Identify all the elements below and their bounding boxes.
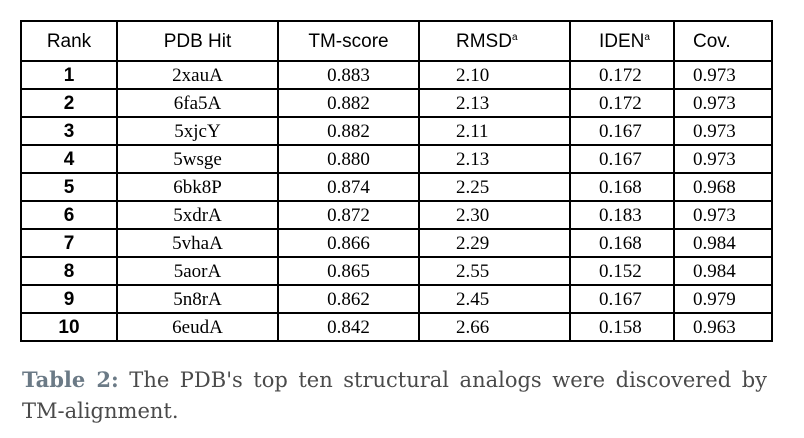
cell-pdb-hit: 5n8rA <box>116 284 279 314</box>
cell-iden: 0.168 <box>569 172 675 202</box>
cell-cov: 0.973 <box>673 88 773 118</box>
table-body: 1 2xauA 0.883 2.10 0.172 0.973 2 6fa5A 0.882 2.13… <box>20 60 773 342</box>
cell-tm-score: 0.842 <box>277 312 420 342</box>
cell-rank: 10 <box>20 312 118 342</box>
cell-rmsd: 2.29 <box>418 228 571 258</box>
table-header: Rank PDB Hit TM-score RMSDa IDENa Cov. <box>20 20 773 62</box>
cell-tm-score: 0.882 <box>277 88 420 118</box>
cell-rmsd: 2.30 <box>418 200 571 230</box>
cell-iden: 0.172 <box>569 60 675 90</box>
cell-rmsd: 2.10 <box>418 60 571 90</box>
cell-rmsd: 2.13 <box>418 144 571 174</box>
cell-cov: 0.973 <box>673 60 773 90</box>
caption-label: Table 2: <box>22 367 119 392</box>
table-row: 7 5vhaA 0.866 2.29 0.168 0.984 <box>20 228 773 258</box>
table-row: 10 6eudA 0.842 2.66 0.158 0.963 <box>20 312 773 342</box>
cell-tm-score: 0.882 <box>277 116 420 146</box>
cell-pdb-hit: 6bk8P <box>116 172 279 202</box>
cell-cov: 0.984 <box>673 228 773 258</box>
cell-cov: 0.968 <box>673 172 773 202</box>
cell-iden: 0.167 <box>569 116 675 146</box>
cell-rmsd: 2.45 <box>418 284 571 314</box>
header-tm-score: TM-score <box>277 20 420 62</box>
cell-tm-score: 0.880 <box>277 144 420 174</box>
cell-pdb-hit: 2xauA <box>116 60 279 90</box>
cell-rmsd: 2.11 <box>418 116 571 146</box>
cell-tm-score: 0.865 <box>277 256 420 286</box>
table-caption: Table 2: The PDB's top ten structural an… <box>22 364 767 427</box>
cell-iden: 0.168 <box>569 228 675 258</box>
cell-cov: 0.984 <box>673 256 773 286</box>
cell-tm-score: 0.862 <box>277 284 420 314</box>
cell-tm-score: 0.872 <box>277 200 420 230</box>
header-iden-label: IDEN <box>599 30 645 52</box>
cell-rank: 2 <box>20 88 118 118</box>
cell-iden: 0.167 <box>569 144 675 174</box>
cell-pdb-hit: 5xdrA <box>116 200 279 230</box>
cell-pdb-hit: 6fa5A <box>116 88 279 118</box>
table-row: 9 5n8rA 0.862 2.45 0.167 0.979 <box>20 284 773 314</box>
cell-cov: 0.973 <box>673 200 773 230</box>
cell-iden: 0.167 <box>569 284 675 314</box>
cell-rmsd: 2.55 <box>418 256 571 286</box>
cell-iden: 0.152 <box>569 256 675 286</box>
cell-pdb-hit: 5aorA <box>116 256 279 286</box>
cell-rank: 5 <box>20 172 118 202</box>
cell-rank: 8 <box>20 256 118 286</box>
cell-rank: 7 <box>20 228 118 258</box>
cell-cov: 0.973 <box>673 116 773 146</box>
cell-rank: 1 <box>20 60 118 90</box>
header-cov: Cov. <box>673 20 773 62</box>
cell-cov: 0.963 <box>673 312 773 342</box>
header-rank: Rank <box>20 20 118 62</box>
cell-cov: 0.979 <box>673 284 773 314</box>
table-row: 6 5xdrA 0.872 2.30 0.183 0.973 <box>20 200 773 230</box>
header-rmsd-footnote-mark: a <box>511 31 518 43</box>
cell-pdb-hit: 5xjcY <box>116 116 279 146</box>
structural-analogs-table: Rank PDB Hit TM-score RMSDa IDENa Cov. 1… <box>20 20 773 342</box>
table-row: 3 5xjcY 0.882 2.11 0.167 0.973 <box>20 116 773 146</box>
cell-rank: 3 <box>20 116 118 146</box>
cell-tm-score: 0.866 <box>277 228 420 258</box>
cell-rank: 9 <box>20 284 118 314</box>
cell-iden: 0.183 <box>569 200 675 230</box>
cell-pdb-hit: 5vhaA <box>116 228 279 258</box>
table-row: 5 6bk8P 0.874 2.25 0.168 0.968 <box>20 172 773 202</box>
table-row: 1 2xauA 0.883 2.10 0.172 0.973 <box>20 60 773 90</box>
cell-iden: 0.158 <box>569 312 675 342</box>
cell-rmsd: 2.13 <box>418 88 571 118</box>
cell-tm-score: 0.883 <box>277 60 420 90</box>
header-row: Rank PDB Hit TM-score RMSDa IDENa Cov. <box>20 20 773 62</box>
header-iden: IDENa <box>569 20 675 62</box>
table-row: 2 6fa5A 0.882 2.13 0.172 0.973 <box>20 88 773 118</box>
cell-iden: 0.172 <box>569 88 675 118</box>
cell-pdb-hit: 5wsge <box>116 144 279 174</box>
cell-cov: 0.973 <box>673 144 773 174</box>
cell-tm-score: 0.874 <box>277 172 420 202</box>
header-rmsd: RMSDa <box>418 20 571 62</box>
header-iden-footnote-mark: a <box>644 31 650 43</box>
cell-rmsd: 2.66 <box>418 312 571 342</box>
table-row: 8 5aorA 0.865 2.55 0.152 0.984 <box>20 256 773 286</box>
cell-rank: 4 <box>20 144 118 174</box>
caption-text: The PDB's top ten structural analogs wer… <box>22 368 768 423</box>
header-rmsd-label: RMSD <box>456 30 512 52</box>
cell-rmsd: 2.25 <box>418 172 571 202</box>
cell-pdb-hit: 6eudA <box>116 312 279 342</box>
table-row: 4 5wsge 0.880 2.13 0.167 0.973 <box>20 144 773 174</box>
header-pdb-hit: PDB Hit <box>116 20 279 62</box>
cell-rank: 6 <box>20 200 118 230</box>
